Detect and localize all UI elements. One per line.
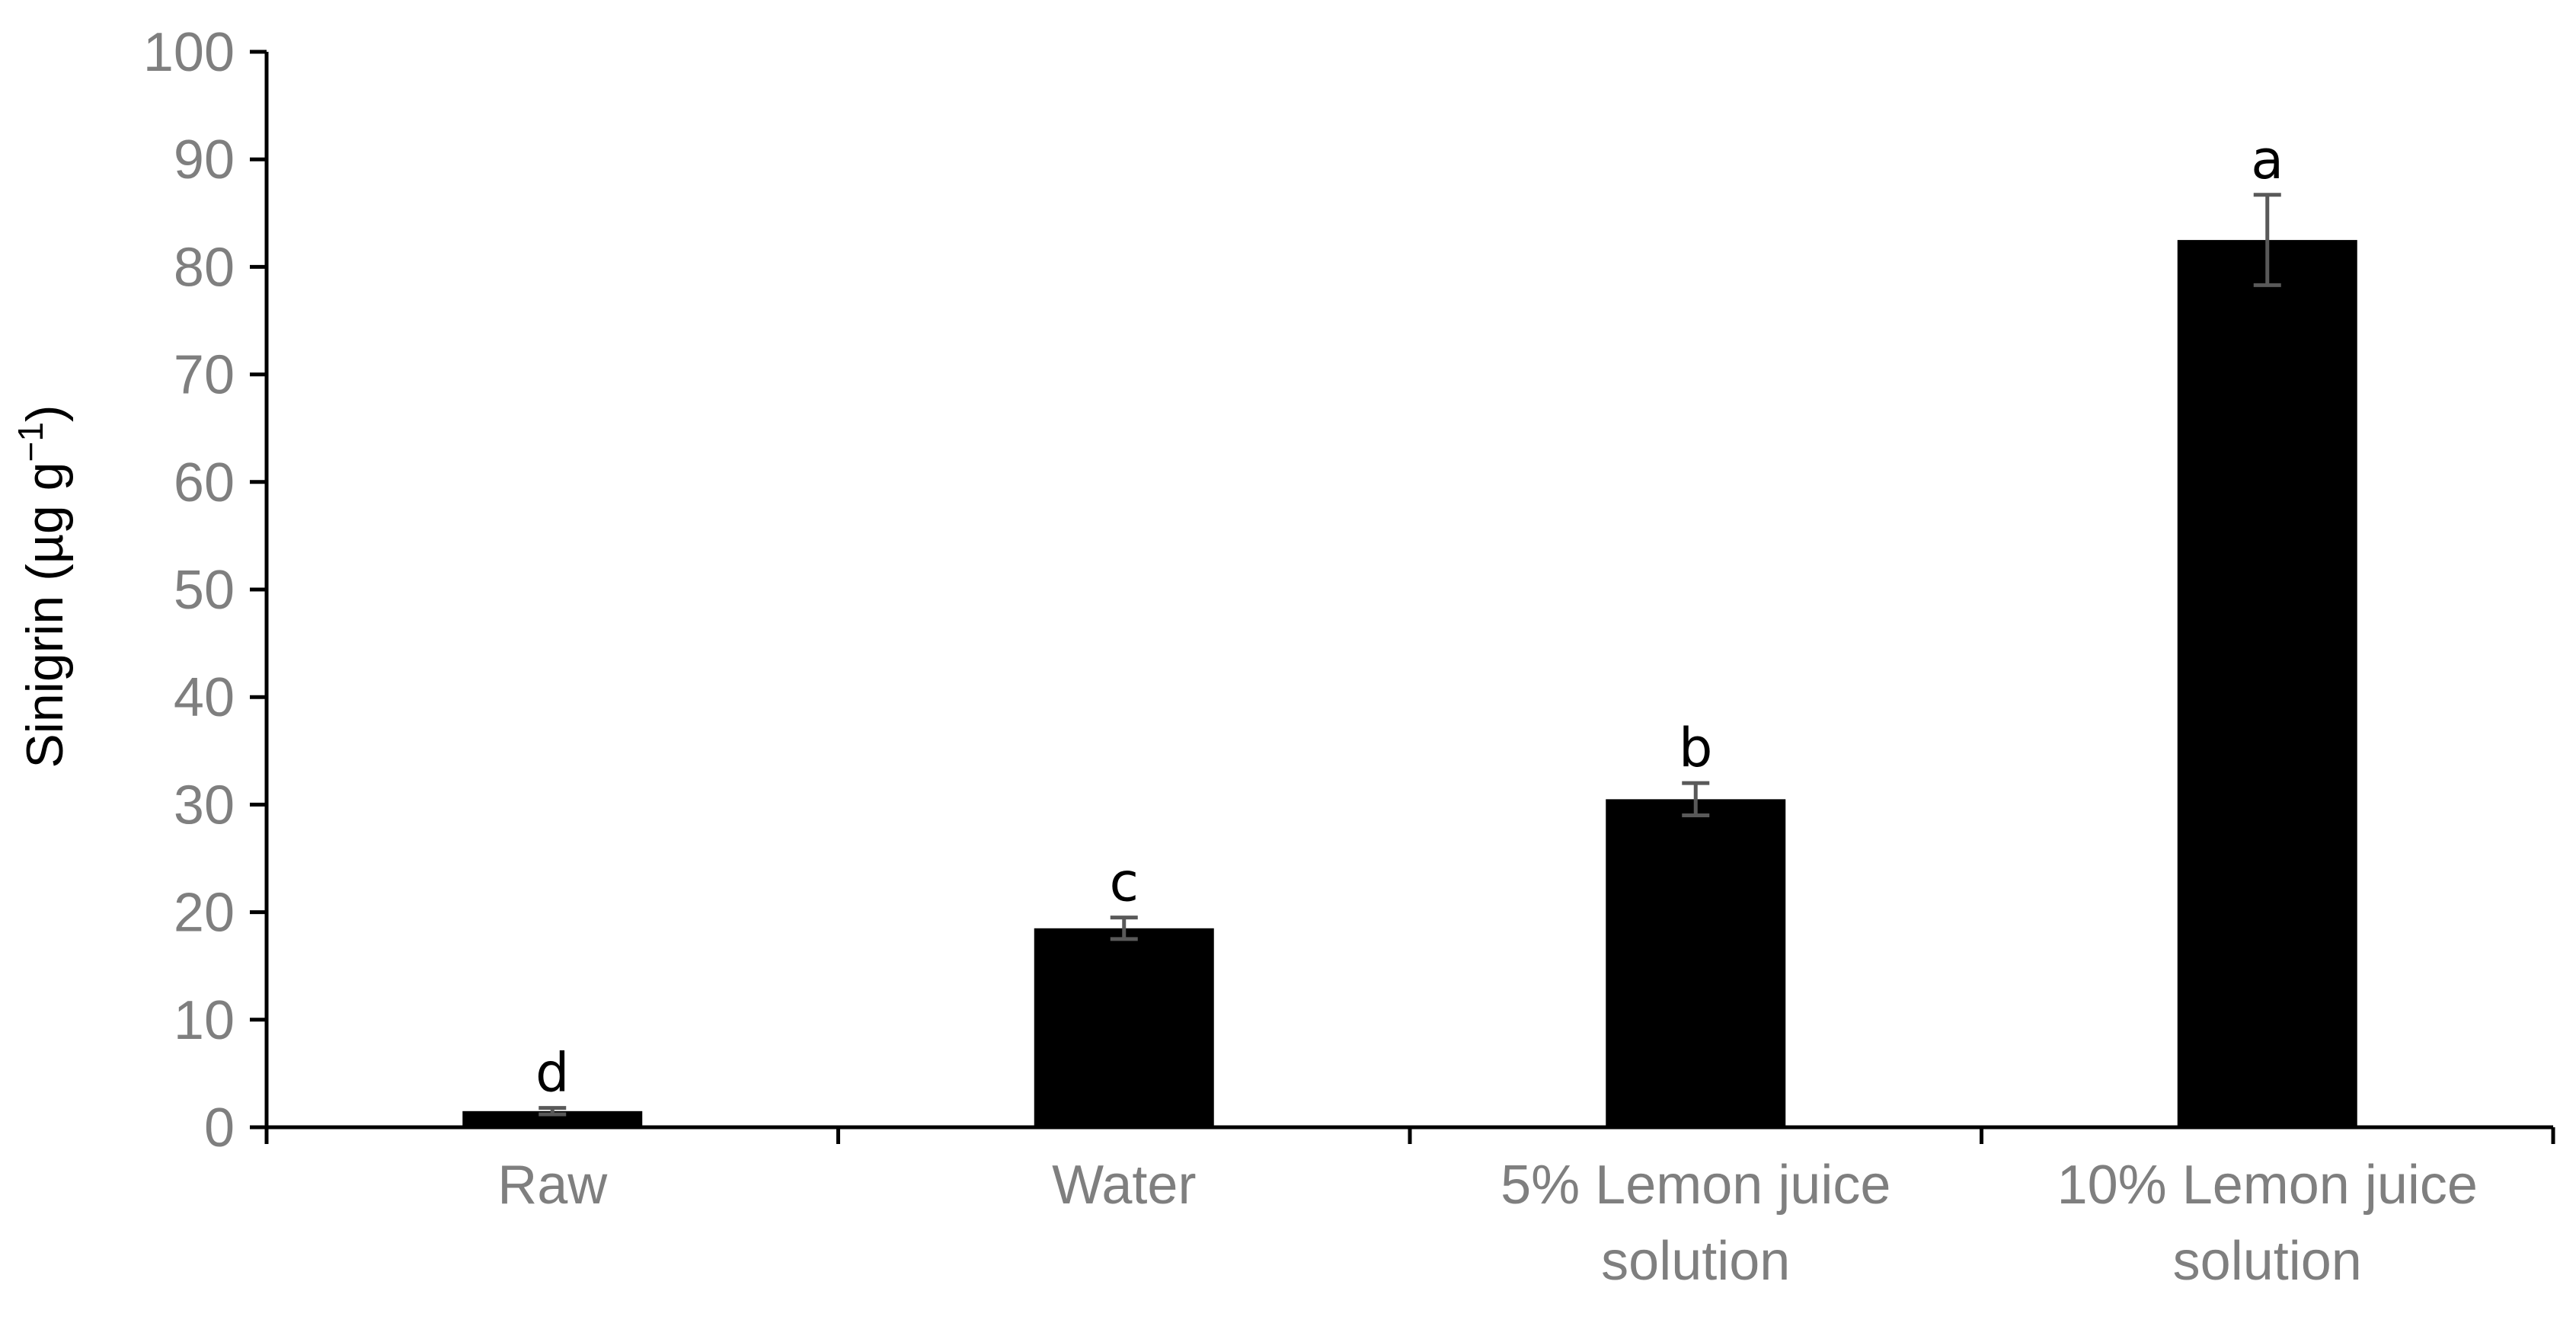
y-tick-label: 90 <box>174 129 235 190</box>
y-tick-label: 70 <box>174 345 235 406</box>
x-category-label: Raw <box>497 1155 608 1216</box>
x-category-label: solution <box>2173 1231 2362 1292</box>
y-tick-label: 20 <box>174 883 235 944</box>
x-category-label: Water <box>1052 1155 1196 1216</box>
y-axis-title: Sinigrin (µg g−1) <box>11 404 74 768</box>
y-axis-title-superscript: −1 <box>11 422 50 462</box>
y-tick-label: 50 <box>174 560 235 621</box>
y-tick-label: 100 <box>143 22 235 83</box>
y-tick-label: 60 <box>174 452 235 513</box>
significance-letter: b <box>1679 717 1712 779</box>
x-category-label: 5% Lemon juice <box>1501 1155 1890 1216</box>
y-axis-title-main: Sinigrin (µg g <box>16 462 74 769</box>
y-tick-label: 10 <box>174 990 235 1051</box>
y-tick-label: 30 <box>174 775 235 836</box>
x-category-label: 10% Lemon juice <box>2057 1155 2478 1216</box>
significance-letter: c <box>1110 852 1139 914</box>
plot-area: 0 10 20 30 40 50 60 70 80 90 100 d Raw c Water b 5% Lemo… <box>143 22 2555 1292</box>
bar <box>462 1110 643 1127</box>
y-tick-label: 80 <box>174 237 235 298</box>
bar <box>1034 928 1214 1127</box>
y-axis-title-suffix: ) <box>16 404 74 422</box>
bar <box>2177 240 2357 1128</box>
y-tick-label: 0 <box>204 1098 235 1158</box>
x-category-label: solution <box>1601 1231 1790 1292</box>
y-tick-label: 40 <box>174 667 235 728</box>
significance-letter: a <box>2251 129 2284 191</box>
bar <box>1606 799 1786 1127</box>
significance-letter: d <box>535 1042 569 1104</box>
